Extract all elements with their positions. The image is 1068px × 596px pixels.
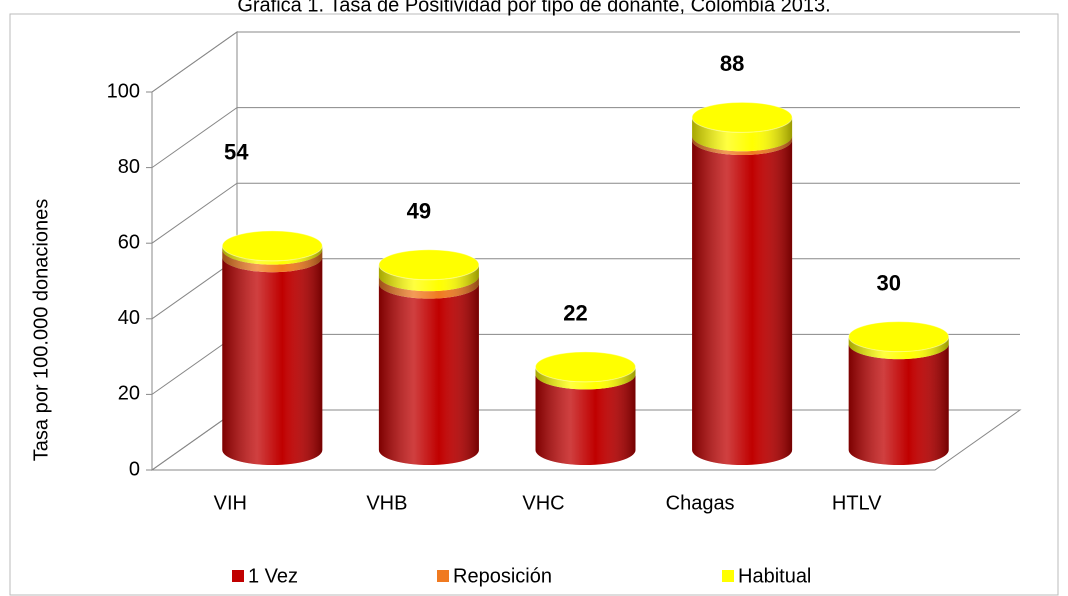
- y-tick-label: 40: [118, 307, 140, 329]
- y-axis-label: Tasa por 100.000 donaciones: [30, 199, 52, 461]
- legend-label: Habitual: [738, 565, 811, 587]
- grid-line: [151, 31, 1020, 93]
- y-tick-label: 80: [118, 156, 140, 178]
- total-label: 30: [876, 270, 900, 295]
- legend-swatch: [232, 570, 244, 582]
- cylinder-shade: [848, 336, 949, 466]
- legend-swatch: [722, 570, 734, 582]
- y-tick-label: 60: [118, 231, 140, 253]
- x-tick-label: VHC: [522, 492, 564, 514]
- grid-line: [151, 107, 1020, 169]
- cylinder-shade: [692, 117, 793, 466]
- chart-frame: [9, 13, 1059, 596]
- cylinder-top: [535, 351, 636, 383]
- y-tick-label: 20: [118, 383, 140, 405]
- cylinder-shade: [378, 264, 479, 466]
- cylinder-shade: [535, 366, 636, 466]
- cylinder-top: [848, 321, 950, 353]
- y-tick-label: 0: [129, 458, 140, 480]
- y-tick-label: 100: [107, 80, 140, 102]
- total-label: 54: [224, 140, 249, 165]
- total-label: 22: [563, 301, 587, 326]
- legend-label: Reposición: [453, 565, 552, 587]
- cylinder-top: [221, 230, 323, 262]
- chart-title: Gráfica 1. Tasa de Positividad por tipo …: [237, 0, 830, 16]
- legend-swatch: [437, 570, 449, 582]
- total-label: 49: [407, 199, 431, 224]
- cylinder-shade: [222, 245, 323, 465]
- total-label: 88: [720, 51, 744, 76]
- x-tick-label: Chagas: [666, 492, 735, 514]
- legend-label: 1 Vez: [248, 565, 298, 587]
- x-tick-label: VHB: [366, 492, 407, 514]
- x-tick-label: HTLV: [832, 492, 882, 514]
- x-tick-label: VIH: [214, 492, 247, 514]
- cylinder-top: [691, 101, 793, 133]
- cylinder-top: [378, 249, 480, 281]
- plot: 0 20 40 60 80 100 VIH 54 VHB 49 VHC 22 Chagas 88 HTLV 3…: [107, 31, 1022, 587]
